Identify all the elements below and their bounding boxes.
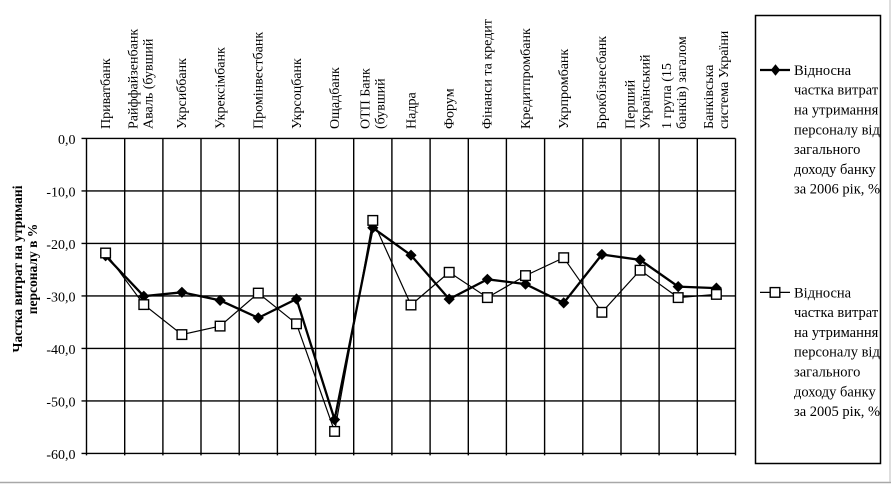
svg-text:Банківська: Банківська xyxy=(702,64,717,129)
svg-text:Аваль (бувший: Аваль (бувший xyxy=(142,38,157,129)
svg-text:Надра: Надра xyxy=(404,92,419,129)
svg-text:загального: загального xyxy=(794,142,860,158)
svg-text:0,0: 0,0 xyxy=(58,133,76,148)
svg-text:Фінанси та кредит: Фінанси та кредит xyxy=(481,19,496,129)
svg-text:Брокбізнесбанк: Брокбізнесбанк xyxy=(595,36,610,129)
svg-text:персоналу від: персоналу від xyxy=(794,345,880,361)
svg-text:доходу банку: доходу банку xyxy=(794,384,876,400)
svg-text:персоналу в %: персоналу в % xyxy=(25,224,40,315)
svg-text:Укрсоцбанк: Укрсоцбанк xyxy=(290,58,305,129)
svg-text:Перший: Перший xyxy=(623,79,638,129)
svg-text:частка витрат: частка витрат xyxy=(794,83,879,99)
svg-text:ОТП Банк: ОТП Банк xyxy=(359,68,374,129)
svg-text:частка витрат: частка витрат xyxy=(794,305,879,321)
svg-text:Форум: Форум xyxy=(443,88,458,129)
svg-text:на утримання: на утримання xyxy=(794,103,879,119)
svg-text:на утримання: на утримання xyxy=(794,325,879,341)
svg-text:1 група (15: 1 група (15 xyxy=(660,63,675,129)
svg-text:за 2006 рік, %: за 2006 рік, % xyxy=(794,182,880,198)
svg-text:(бувший: (бувший xyxy=(374,78,389,129)
svg-text:-40,0: -40,0 xyxy=(46,343,75,358)
svg-text:-10,0: -10,0 xyxy=(46,185,75,200)
svg-text:Укрпромбанк: Укрпромбанк xyxy=(557,49,572,129)
svg-text:Промінвестбанк: Промінвестбанк xyxy=(252,32,267,129)
svg-text:банків) загалом: банків) загалом xyxy=(675,36,690,129)
svg-text:Ощадбанк: Ощадбанк xyxy=(328,67,343,129)
svg-text:-30,0: -30,0 xyxy=(46,290,75,305)
svg-text:персоналу від: персоналу від xyxy=(794,122,880,138)
svg-text:система України: система України xyxy=(717,30,732,129)
svg-text:Український: Український xyxy=(638,54,653,129)
svg-text:Відносна: Відносна xyxy=(794,285,852,301)
svg-text:Укрсиббанк: Укрсиббанк xyxy=(175,58,190,129)
svg-text:Відносна: Відносна xyxy=(794,63,852,79)
svg-text:Укрексімбанк: Укрексімбанк xyxy=(213,47,228,129)
svg-text:доходу банку: доходу банку xyxy=(794,162,876,178)
svg-text:Частка витрат на утримані: Частка витрат на утримані xyxy=(10,185,25,352)
svg-text:Приватбанк: Приватбанк xyxy=(99,58,114,129)
svg-text:загального: загального xyxy=(794,365,860,381)
svg-text:-20,0: -20,0 xyxy=(46,238,75,253)
svg-text:за 2005 рік, %: за 2005 рік, % xyxy=(794,404,880,420)
svg-text:-50,0: -50,0 xyxy=(46,395,75,410)
svg-text:Кредитпромбанк: Кредитпромбанк xyxy=(519,28,534,129)
svg-text:Райффайзенбанк: Райффайзенбанк xyxy=(127,29,142,129)
svg-text:-60,0: -60,0 xyxy=(46,448,75,463)
